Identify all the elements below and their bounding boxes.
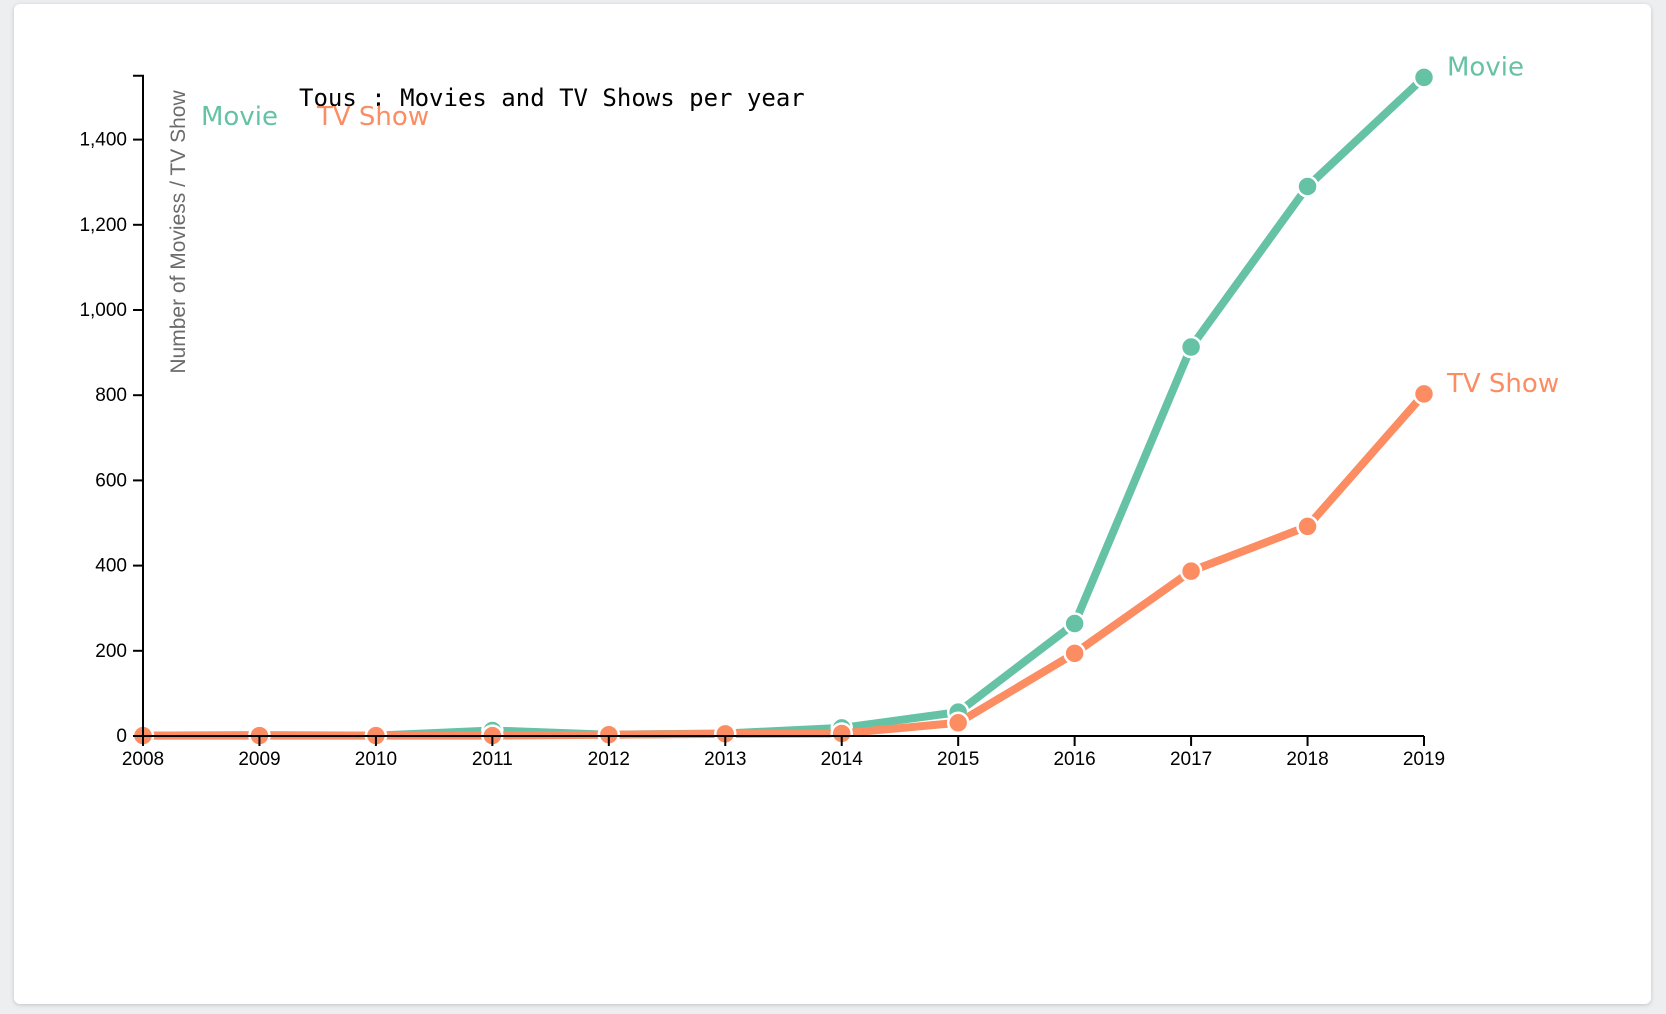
data-point-tv-show[interactable] — [1179, 559, 1203, 583]
data-point-movie[interactable] — [1063, 612, 1086, 635]
x-tick-label: 2014 — [821, 749, 864, 770]
x-tick-label: 2009 — [238, 749, 280, 770]
x-tick-label: 2016 — [1053, 749, 1095, 770]
y-tick-label: 600 — [95, 470, 127, 491]
y-tick-label: 400 — [95, 556, 127, 577]
data-point-movie[interactable] — [1179, 335, 1203, 359]
y-axis-title: Number of Moviess / TV Show — [167, 90, 190, 374]
x-tick-label: 2019 — [1403, 749, 1445, 770]
y-tick-label: 1,000 — [79, 300, 127, 321]
x-tick-label: 2011 — [472, 749, 513, 770]
data-point-movie[interactable] — [1412, 66, 1436, 89]
chart-card: Movie TV Show 0 200 400 600 800 1,000 1,200 1,40… — [14, 4, 1651, 1004]
y-tick-label: 200 — [95, 641, 127, 662]
series-line-tv-show — [143, 391, 1428, 740]
x-tick-label: 2015 — [937, 749, 979, 770]
x-tick-label: 2013 — [704, 749, 746, 770]
x-tick-label: 2008 — [122, 749, 164, 770]
y-tick-label: 800 — [95, 385, 127, 406]
chart-title: Tous : Movies and TV Shows per year — [299, 84, 805, 112]
legend: Movie TV Show — [201, 102, 429, 132]
x-tick-label: 2010 — [355, 749, 397, 770]
x-tick-label: 2018 — [1286, 749, 1328, 770]
x-tick-label: 2017 — [1170, 749, 1212, 770]
axis-layer: 0 200 400 600 800 1,000 1,200 1,400 2008 2009 2010… — [79, 74, 1445, 770]
series-line-movie — [142, 74, 1427, 740]
series-end-label-movie: Movie — [1447, 52, 1524, 82]
y-axis-line — [133, 74, 144, 737]
data-point-tv-show[interactable] — [1063, 642, 1086, 665]
x-tick-label: 2012 — [588, 749, 630, 770]
y-tick-label: 1,400 — [79, 130, 127, 151]
data-point-tv-show[interactable] — [1412, 382, 1436, 406]
legend-item-tv-show: TV Show — [316, 102, 429, 132]
legend-item-movie: Movie — [201, 102, 278, 132]
data-point-movie[interactable] — [1296, 175, 1319, 198]
series-layer: Movie TV Show — [131, 52, 1559, 747]
series-end-label-tv-show: TV Show — [1446, 369, 1559, 399]
data-point-tv-show[interactable] — [1296, 515, 1319, 538]
data-point-tv-show[interactable] — [946, 711, 970, 735]
y-tick-label: 1,200 — [79, 215, 127, 236]
line-chart: Movie TV Show 0 200 400 600 800 1,000 1,200 1,40… — [79, 52, 1559, 770]
y-tick-label: 0 — [116, 726, 127, 747]
